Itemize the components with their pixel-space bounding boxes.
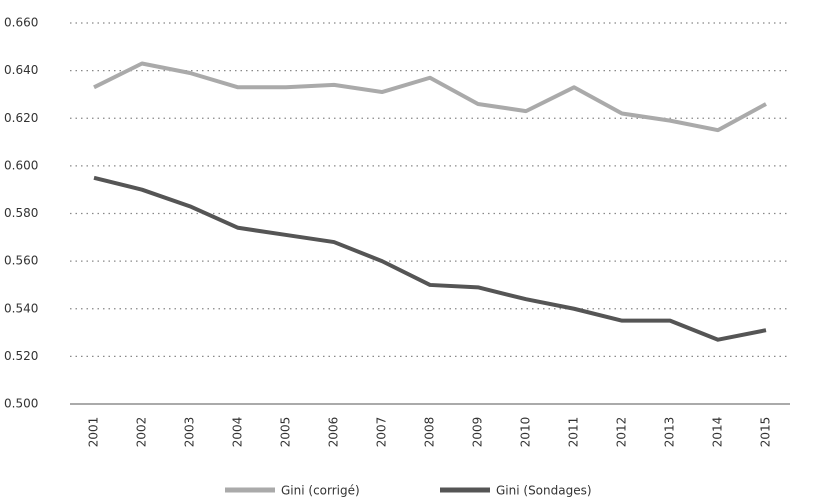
- x-tick-label: 2006: [327, 417, 341, 448]
- x-tick-label: 2012: [615, 417, 629, 448]
- y-tick-label: 0.620: [4, 111, 38, 125]
- x-tick-label: 2013: [663, 417, 677, 448]
- x-tick-label: 2007: [375, 417, 389, 448]
- y-tick-label: 0.560: [4, 254, 38, 268]
- x-tick-label: 2014: [711, 417, 725, 448]
- x-tick-label: 2001: [87, 417, 101, 448]
- legend-label: Gini (corrigé): [281, 484, 360, 498]
- legend-label: Gini (Sondages): [496, 484, 592, 498]
- x-tick-label: 2009: [471, 417, 485, 448]
- x-tick-label: 2015: [759, 417, 773, 448]
- x-tick-label: 2003: [183, 417, 197, 448]
- y-tick-label: 0.540: [4, 301, 38, 315]
- x-tick-label: 2004: [231, 417, 245, 448]
- y-tick-label: 0.640: [4, 63, 38, 77]
- y-tick-label: 0.660: [4, 16, 38, 30]
- x-tick-label: 2005: [279, 417, 293, 448]
- x-tick-label: 2002: [135, 417, 149, 448]
- x-tick-label: 2010: [519, 417, 533, 448]
- y-tick-label: 0.520: [4, 349, 38, 363]
- y-tick-label: 0.500: [4, 397, 38, 411]
- y-tick-label: 0.600: [4, 158, 38, 172]
- x-tick-label: 2008: [423, 417, 437, 448]
- series-line: [93, 61, 767, 133]
- x-tick-label: 2011: [567, 417, 581, 448]
- series-line: [93, 175, 767, 342]
- y-tick-label: 0.580: [4, 206, 38, 220]
